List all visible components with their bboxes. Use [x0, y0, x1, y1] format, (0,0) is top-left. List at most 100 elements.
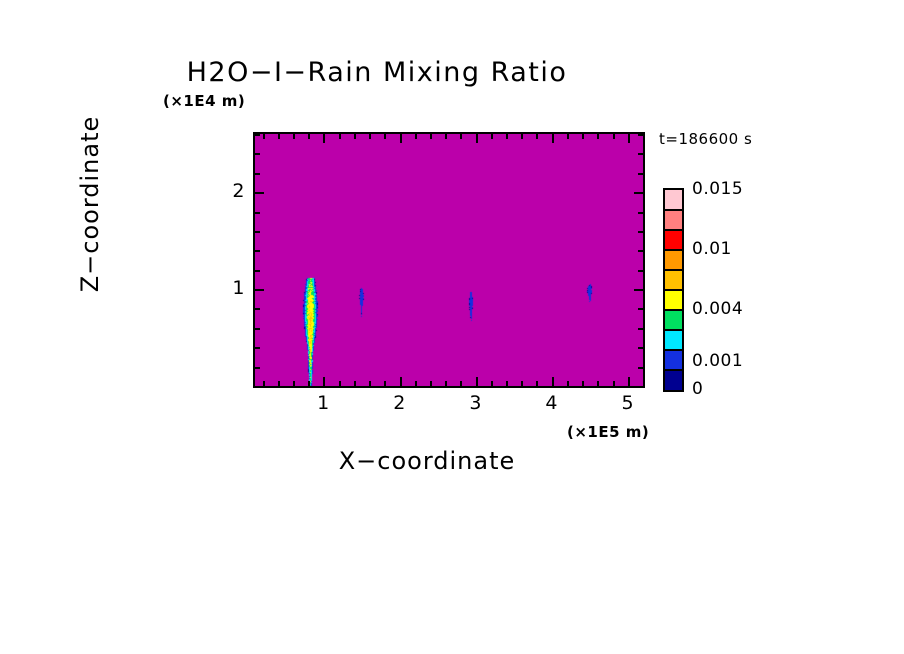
- x-tick-top: [263, 134, 265, 139]
- y-tick-label: 1: [232, 277, 245, 300]
- x-tick: [430, 381, 432, 386]
- x-tick-top: [643, 134, 645, 139]
- x-tick-top: [400, 134, 402, 143]
- x-tick: [308, 381, 310, 386]
- x-tick: [369, 381, 371, 386]
- y-tick-right: [638, 173, 643, 175]
- y-tick-right: [638, 308, 643, 310]
- x-tick: [384, 381, 386, 386]
- colorbar-separator: [665, 249, 682, 251]
- y-tick: [255, 231, 260, 233]
- y-tick: [255, 289, 264, 291]
- x-tick: [582, 381, 584, 386]
- colorbar-separator: [665, 289, 682, 291]
- colorbar-separator: [665, 349, 682, 351]
- y-tick-right: [638, 347, 643, 349]
- x-tick-top: [339, 134, 341, 139]
- y-axis-title: Z−coordinate: [76, 115, 104, 293]
- y-tick-right: [638, 231, 643, 233]
- page-title: H2O−I−Rain Mixing Ratio: [186, 57, 568, 88]
- x-tick-label: 4: [545, 392, 558, 414]
- y-tick: [255, 250, 260, 252]
- colorbar-separator: [665, 369, 682, 371]
- x-tick: [263, 381, 265, 386]
- x-tick-top: [506, 134, 508, 139]
- colorbar-band: [665, 310, 682, 330]
- y-tick-right: [638, 250, 643, 252]
- x-tick: [293, 381, 295, 386]
- y-tick: [255, 328, 260, 330]
- x-tick-top: [278, 134, 280, 139]
- x-tick: [567, 381, 569, 386]
- x-tick: [476, 377, 478, 386]
- x-tick-top: [491, 134, 493, 139]
- colorbar-tick-label: 0.004: [692, 299, 744, 319]
- x-tick-top: [430, 134, 432, 139]
- x-tick-top: [415, 134, 417, 139]
- y-tick-right: [638, 270, 643, 272]
- x-axis-unit-label: (×1E5 m): [567, 423, 650, 441]
- x-tick-top: [308, 134, 310, 139]
- y-tick: [255, 367, 260, 369]
- x-tick-top: [445, 134, 447, 139]
- x-tick-top: [628, 134, 630, 143]
- y-tick: [255, 153, 260, 155]
- x-tick: [323, 377, 325, 386]
- x-tick: [552, 377, 554, 386]
- x-tick-top: [536, 134, 538, 139]
- colorbar-separator: [665, 209, 682, 211]
- x-tick: [597, 381, 599, 386]
- colorbar-band: [665, 350, 682, 370]
- colorbar-separator: [665, 329, 682, 331]
- colorbar-tick-label: 0.001: [692, 351, 744, 371]
- x-tick-top: [521, 134, 523, 139]
- x-tick-label: 3: [469, 392, 482, 414]
- x-tick-top: [384, 134, 386, 139]
- y-tick: [255, 134, 260, 136]
- y-tick: [255, 270, 260, 272]
- colorbar-band: [665, 250, 682, 270]
- x-tick: [339, 381, 341, 386]
- x-tick-top: [293, 134, 295, 139]
- x-tick: [628, 377, 630, 386]
- x-tick: [491, 381, 493, 386]
- x-tick-label: 1: [317, 392, 330, 414]
- colorbar-tick-label: 0.01: [692, 239, 732, 259]
- y-tick-right: [638, 212, 643, 214]
- x-tick-top: [552, 134, 554, 143]
- y-tick-right: [638, 134, 643, 136]
- colorbar-band: [665, 370, 682, 390]
- y-tick-right: [638, 328, 643, 330]
- x-tick-top: [476, 134, 478, 143]
- time-annotation: t=186600 s: [659, 130, 753, 148]
- heatmap-canvas: [255, 134, 643, 386]
- colorbar-separator: [665, 229, 682, 231]
- x-tick-label: 2: [393, 392, 406, 414]
- colorbar-tick-label: 0.015: [692, 179, 744, 199]
- colorbar-separator: [665, 309, 682, 311]
- x-tick: [415, 381, 417, 386]
- x-tick: [536, 381, 538, 386]
- x-tick-top: [613, 134, 615, 139]
- x-tick: [460, 381, 462, 386]
- x-tick: [643, 381, 645, 386]
- colorbar-band: [665, 270, 682, 290]
- colorbar-band: [665, 230, 682, 250]
- y-tick: [255, 192, 264, 194]
- x-tick: [278, 381, 280, 386]
- x-tick: [400, 377, 402, 386]
- x-tick: [506, 381, 508, 386]
- y-tick-label: 2: [232, 180, 245, 203]
- colorbar-separator: [665, 269, 682, 271]
- x-tick-top: [323, 134, 325, 143]
- y-axis-unit-label: (×1E4 m): [163, 92, 246, 110]
- x-tick-top: [567, 134, 569, 139]
- x-tick-top: [354, 134, 356, 139]
- y-tick-right: [634, 192, 643, 194]
- colorbar-band: [665, 330, 682, 350]
- y-tick-right: [638, 153, 643, 155]
- y-tick-right: [634, 289, 643, 291]
- x-tick: [613, 381, 615, 386]
- x-tick-top: [460, 134, 462, 139]
